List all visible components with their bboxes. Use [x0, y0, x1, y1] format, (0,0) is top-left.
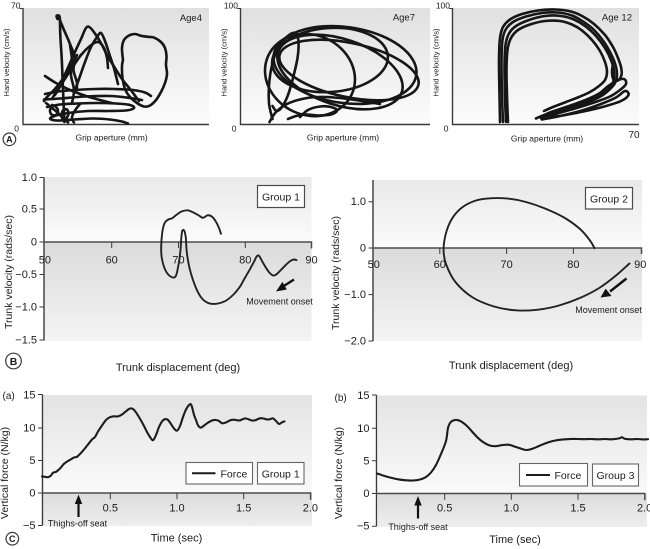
svg-text:50: 50 [39, 255, 51, 267]
svg-text:1.0: 1.0 [22, 172, 37, 184]
svg-text:Time (sec): Time (sec) [489, 534, 541, 546]
svg-text:Thighs-off seat: Thighs-off seat [48, 519, 108, 529]
svg-text:Vertical force (N/kg): Vertical force (N/kg) [0, 427, 11, 519]
svg-text:Age4: Age4 [180, 13, 202, 24]
svg-text:2.0: 2.0 [303, 503, 318, 515]
svg-text:0: 0 [29, 488, 35, 500]
svg-text:Force: Force [555, 470, 582, 482]
svg-text:90: 90 [305, 255, 317, 267]
svg-text:−5: −5 [357, 521, 370, 533]
svg-text:A: A [6, 135, 13, 145]
svg-text:Grip aperture (mm): Grip aperture (mm) [75, 133, 147, 143]
svg-text:Grip aperture (mm): Grip aperture (mm) [307, 133, 379, 143]
svg-text:−1.0: −1.0 [15, 302, 37, 314]
svg-text:60: 60 [434, 259, 446, 271]
svg-text:0: 0 [444, 124, 449, 134]
svg-text:−0.5: −0.5 [15, 269, 37, 281]
svg-text:0: 0 [31, 237, 37, 249]
svg-text:60: 60 [106, 255, 118, 267]
svg-text:C: C [9, 534, 16, 544]
svg-text:Trunk displacement (deg): Trunk displacement (deg) [116, 362, 240, 374]
svg-text:0: 0 [360, 243, 366, 255]
svg-text:Movement onset: Movement onset [575, 305, 642, 315]
svg-text:−2.0: −2.0 [344, 336, 366, 348]
svg-text:(b): (b) [335, 393, 347, 404]
svg-text:10: 10 [357, 423, 369, 435]
svg-text:Trunk displacement (deg): Trunk displacement (deg) [449, 360, 573, 372]
svg-text:Vertical force (N/kg): Vertical force (N/kg) [333, 427, 345, 519]
svg-text:90: 90 [634, 259, 646, 271]
svg-text:(a): (a) [3, 391, 15, 402]
svg-text:80: 80 [567, 259, 579, 271]
svg-text:1.0: 1.0 [351, 196, 366, 208]
svg-text:−1.5: −1.5 [15, 335, 37, 347]
svg-text:15: 15 [357, 390, 369, 402]
svg-text:Group 3: Group 3 [597, 470, 635, 482]
svg-text:1.5: 1.5 [570, 503, 585, 515]
svg-text:0.5: 0.5 [437, 503, 452, 515]
svg-text:10: 10 [23, 423, 35, 435]
svg-text:Force: Force [221, 469, 248, 481]
svg-text:0: 0 [363, 488, 369, 500]
svg-text:70: 70 [11, 1, 21, 11]
svg-text:Thighs-off seat: Thighs-off seat [388, 522, 448, 532]
svg-text:70: 70 [500, 259, 512, 271]
svg-text:5: 5 [363, 456, 369, 468]
svg-text:0.5: 0.5 [22, 204, 37, 216]
svg-text:5: 5 [29, 455, 35, 467]
svg-text:Hand velocity (cm/s): Hand velocity (cm/s) [2, 28, 11, 96]
svg-text:70: 70 [628, 130, 640, 141]
svg-text:1.5: 1.5 [236, 503, 251, 515]
svg-text:Age 12: Age 12 [602, 13, 632, 24]
svg-text:50: 50 [368, 259, 380, 271]
svg-text:100: 100 [224, 1, 238, 11]
svg-text:15: 15 [23, 390, 35, 402]
svg-text:80: 80 [239, 255, 251, 267]
svg-text:Group 2: Group 2 [590, 194, 628, 206]
svg-text:−1.0: −1.0 [344, 289, 366, 301]
svg-text:1.0: 1.0 [504, 503, 519, 515]
svg-text:100: 100 [436, 1, 450, 11]
svg-text:Movement onset: Movement onset [246, 297, 313, 307]
svg-text:0: 0 [14, 124, 19, 134]
svg-text:Hand velocity (cm/s): Hand velocity (cm/s) [220, 28, 229, 96]
svg-text:Time (sec): Time (sec) [151, 533, 203, 545]
svg-text:Age7: Age7 [393, 13, 415, 24]
svg-text:Group 1: Group 1 [262, 469, 300, 481]
svg-text:2.0: 2.0 [637, 503, 650, 515]
svg-text:Grip aperture (mm): Grip aperture (mm) [511, 134, 583, 144]
svg-text:B: B [10, 356, 18, 368]
svg-text:1.0: 1.0 [169, 503, 184, 515]
svg-text:0: 0 [232, 124, 237, 134]
svg-text:Trunk velocity (rads/sec): Trunk velocity (rads/sec) [3, 215, 15, 329]
svg-text:−5: −5 [23, 520, 36, 532]
svg-text:0.5: 0.5 [103, 503, 118, 515]
svg-text:Group 1: Group 1 [262, 192, 300, 204]
svg-text:Hand velocity (cm/s): Hand velocity (cm/s) [432, 28, 441, 96]
svg-text:Trunk velocity (rads/sec): Trunk velocity (rads/sec) [330, 216, 342, 330]
